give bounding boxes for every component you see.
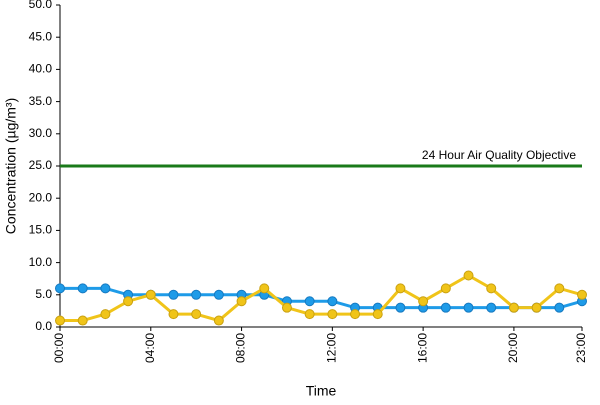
x-tick-label: 20:00	[506, 333, 520, 363]
data-point	[168, 289, 179, 300]
data-point	[554, 283, 565, 294]
data-point	[55, 315, 65, 326]
y-axis-title: Concentration (µg/m³)	[3, 98, 19, 234]
data-point	[395, 302, 406, 313]
data-point	[213, 289, 224, 300]
data-point	[213, 315, 224, 326]
y-tick-label: 20.0	[29, 190, 53, 204]
y-tick-label: 0.0	[35, 319, 52, 333]
data-point	[440, 283, 451, 294]
data-point	[463, 302, 474, 313]
data-point	[191, 289, 202, 300]
data-point	[508, 302, 519, 313]
y-tick-label: 15.0	[29, 223, 53, 237]
x-tick-label: 04:00	[143, 333, 157, 363]
y-tick-label: 25.0	[29, 158, 53, 172]
data-point	[486, 283, 497, 294]
y-tick-label: 35.0	[29, 94, 53, 108]
y-tick-label: 30.0	[29, 126, 53, 140]
data-point	[145, 289, 156, 300]
x-tick-label: 12:00	[325, 333, 339, 363]
data-point	[486, 302, 497, 313]
data-point	[100, 309, 111, 320]
x-tick-label: 16:00	[415, 333, 429, 363]
y-tick-label: 45.0	[29, 29, 53, 43]
x-tick-label: 08:00	[234, 333, 248, 363]
data-point	[55, 283, 65, 294]
data-point	[236, 296, 247, 307]
data-point	[168, 309, 179, 320]
series-line	[60, 273, 583, 323]
data-point	[304, 309, 315, 320]
data-point	[123, 296, 134, 307]
x-tick-label: 00:00	[52, 333, 66, 363]
y-tick-label: 5.0	[35, 287, 52, 301]
data-point	[418, 296, 429, 307]
data-point	[350, 309, 361, 320]
data-point	[440, 302, 451, 313]
data-point	[77, 283, 88, 294]
data-point	[191, 309, 202, 320]
data-point	[100, 283, 111, 294]
x-axis-title: Time	[306, 383, 337, 399]
data-point	[463, 270, 474, 281]
data-point	[372, 309, 383, 320]
x-tick-label: 23:00	[574, 333, 588, 363]
y-tick-label: 40.0	[29, 62, 53, 76]
data-point	[281, 302, 292, 313]
data-point	[531, 302, 542, 313]
data-point	[327, 296, 338, 307]
data-point	[77, 315, 88, 326]
objective-label: 24 Hour Air Quality Objective	[422, 148, 576, 162]
data-point	[327, 309, 338, 320]
data-point	[577, 289, 587, 300]
y-tick-label: 10.0	[29, 255, 53, 269]
data-point	[259, 283, 270, 294]
data-point	[395, 283, 406, 294]
data-point	[304, 296, 315, 307]
y-tick-label: 50.0	[29, 0, 53, 11]
data-point	[554, 302, 565, 313]
